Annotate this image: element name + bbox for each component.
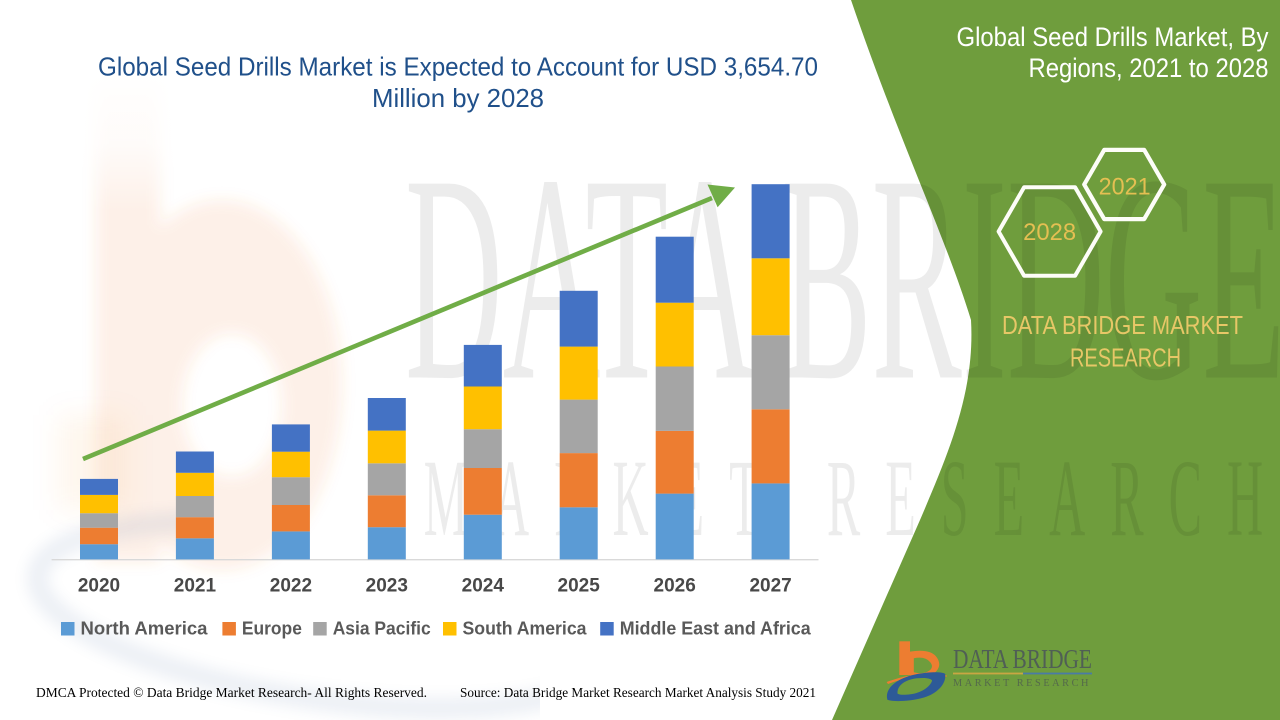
svg-text:2020: 2020 [78, 576, 120, 597]
svg-text:2024: 2024 [462, 576, 505, 597]
svg-text:North America: North America [81, 619, 209, 639]
svg-text:2021: 2021 [1099, 174, 1151, 201]
svg-text:Middle East and Africa: Middle East and Africa [620, 619, 812, 639]
svg-text:2022: 2022 [270, 576, 312, 597]
svg-text:Europe: Europe [242, 619, 302, 639]
svg-text:RESEARCH: RESEARCH [1070, 343, 1181, 373]
svg-text:2028: 2028 [1023, 219, 1076, 246]
svg-text:2021: 2021 [174, 576, 217, 597]
svg-text:Regions, 2021 to 2028: Regions, 2021 to 2028 [1029, 53, 1269, 83]
svg-text:2023: 2023 [366, 576, 408, 597]
svg-text:2026: 2026 [654, 576, 696, 597]
svg-text:Million by 2028: Million by 2028 [372, 83, 544, 113]
svg-text:MARKET RESEARCH: MARKET RESEARCH [953, 678, 1091, 689]
svg-text:Source: Data Bridge Market Res: Source: Data Bridge Market Research Mark… [460, 686, 816, 701]
svg-text:DATA BRIDGE: DATA BRIDGE [953, 645, 1092, 675]
svg-text:2025: 2025 [558, 576, 601, 597]
svg-text:South America: South America [463, 619, 588, 639]
svg-text:DMCA Protected © Data Bridge M: DMCA Protected © Data Bridge Market Rese… [36, 686, 427, 701]
svg-text:DATA BRIDGE MARKET: DATA BRIDGE MARKET [1002, 310, 1243, 340]
svg-text:2027: 2027 [749, 576, 791, 597]
svg-text:Global Seed Drills Market is E: Global Seed Drills Market is Expected to… [98, 52, 818, 82]
svg-text:Asia Pacific: Asia Pacific [333, 619, 431, 639]
svg-text:Global Seed Drills Market, By: Global Seed Drills Market, By [957, 22, 1270, 52]
